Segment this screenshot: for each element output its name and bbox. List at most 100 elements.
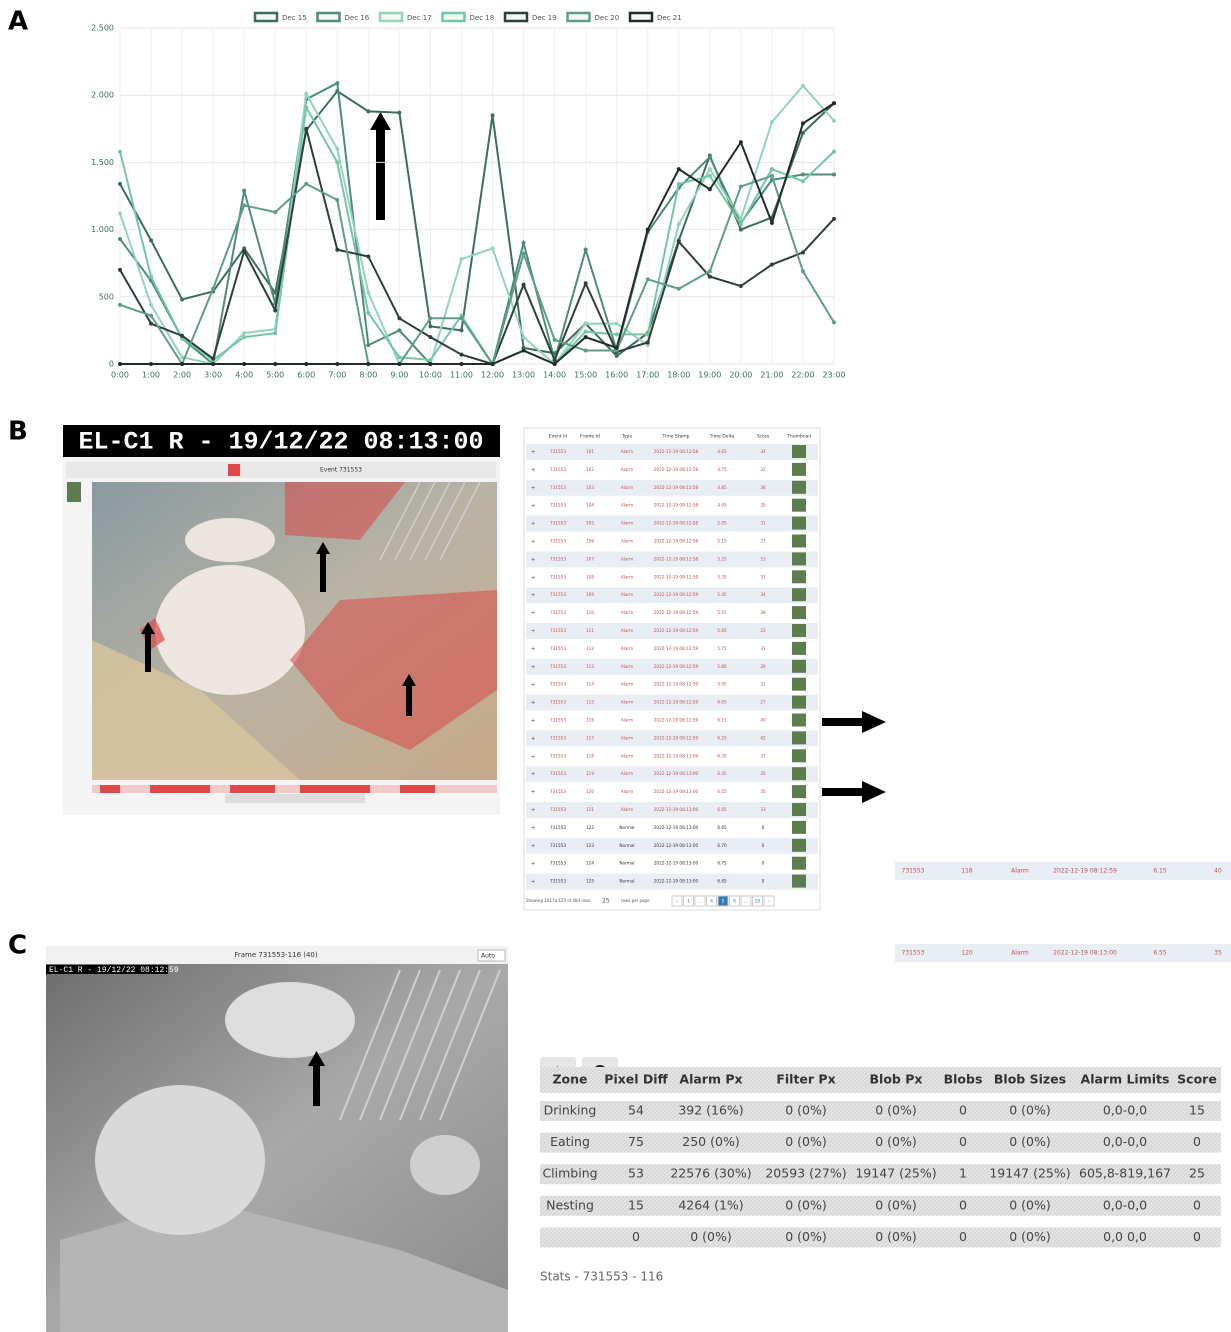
zoom-cell: Alarm xyxy=(1011,950,1029,957)
table-cell: Alarm xyxy=(621,664,633,669)
data-point xyxy=(801,131,805,135)
data-point xyxy=(180,334,184,338)
table-cell: 0 (0%) xyxy=(1009,1134,1051,1149)
table-cell: Normal xyxy=(619,843,634,848)
data-point xyxy=(428,335,432,339)
zoom-cell: 2022-12-19 08:12:59 xyxy=(1053,868,1117,875)
data-point xyxy=(491,246,495,250)
table-cell: Alarm xyxy=(621,449,633,454)
table-cell: 2022-12-19 08:13:00 xyxy=(654,807,699,812)
table-cell: Normal xyxy=(619,825,634,830)
data-point xyxy=(242,189,246,193)
player-controls[interactable] xyxy=(225,794,365,803)
table-cell: Alarm xyxy=(621,646,633,651)
expand-icon: + xyxy=(531,790,535,796)
expand-icon: + xyxy=(531,754,535,760)
expand-icon: + xyxy=(531,664,535,670)
table-cell: Alarm xyxy=(621,610,633,615)
table-cell: 32 xyxy=(760,467,766,472)
table-cell: 605,8-819,167 xyxy=(1079,1166,1171,1181)
table-cell: 2022-12-19 08:13:00 xyxy=(654,879,699,884)
video-screenshot: EL-C1 R - 19/12/22 08:13:00 Event 731553 xyxy=(63,425,500,815)
y-tick-label: 0 xyxy=(109,360,114,369)
expand-icon: + xyxy=(531,772,535,778)
table-cell: 2022-12-19 08:12:59 xyxy=(654,718,699,723)
expand-icon: + xyxy=(531,700,535,706)
data-point xyxy=(459,316,463,320)
table-cell: 731553 xyxy=(550,539,566,544)
table-cell: Alarm xyxy=(621,521,633,526)
data-point xyxy=(242,203,246,207)
y-tick-label: 1.000 xyxy=(91,225,114,234)
table-cell: 2022-12-19 08:13:00 xyxy=(654,843,699,848)
y-tick-label: 500 xyxy=(99,292,114,301)
expand-icon: + xyxy=(531,467,535,473)
data-point xyxy=(491,113,495,117)
pagination-text: rows per page xyxy=(621,898,650,903)
table-cell: 2022-12-19 08:12:59 xyxy=(654,646,699,651)
thumbnail xyxy=(792,499,806,512)
data-point xyxy=(242,331,246,335)
legend-label: Dec 16 xyxy=(345,14,370,22)
legend-label: Dec 19 xyxy=(532,14,557,22)
table-header: Alarm Limits xyxy=(1081,1072,1170,1087)
thumbnail xyxy=(792,678,806,691)
table-cell: 0 (0%) xyxy=(1009,1229,1051,1244)
scale-value: Auto xyxy=(481,953,495,960)
thumbnail xyxy=(792,552,806,565)
page-label: 4 xyxy=(710,899,713,905)
table-cell: Alarm xyxy=(621,789,633,794)
legend-label: Dec 18 xyxy=(470,14,495,22)
mouse xyxy=(95,1085,265,1235)
x-tick-label: 6:00 xyxy=(297,371,315,380)
data-point xyxy=(770,120,774,124)
data-point xyxy=(242,335,246,339)
table-cell: 2022-12-19 08:12:58 xyxy=(654,521,699,526)
table-cell: 0 xyxy=(959,1103,967,1118)
expand-icon: + xyxy=(531,825,535,831)
data-point xyxy=(522,335,526,339)
data-point xyxy=(522,349,526,353)
table-cell: 250 (0%) xyxy=(682,1134,739,1149)
data-point xyxy=(646,340,650,344)
data-point xyxy=(118,150,122,154)
table-cell: 4.75 xyxy=(717,467,727,472)
thumbnail xyxy=(792,839,806,852)
data-point xyxy=(832,320,836,324)
table-cell: 123 xyxy=(586,843,594,848)
table-cell: 2022-12-19 08:13:00 xyxy=(654,825,699,830)
table-cell: 5.25 xyxy=(717,556,727,561)
mouse xyxy=(410,1135,480,1195)
data-point xyxy=(491,362,495,366)
data-point xyxy=(149,322,153,326)
table-cell: Alarm xyxy=(621,539,633,544)
expand-icon: + xyxy=(531,593,535,599)
table-cell: 0 (0%) xyxy=(690,1229,732,1244)
table-cell: 0 (0%) xyxy=(1009,1197,1051,1212)
data-point xyxy=(739,228,743,232)
data-point xyxy=(397,355,401,359)
data-point xyxy=(584,349,588,353)
table-cell: 38 xyxy=(760,610,766,615)
data-point xyxy=(273,362,277,366)
table-cell: 102 xyxy=(586,467,594,472)
record-button[interactable] xyxy=(228,464,240,476)
table-header: Score xyxy=(757,434,770,440)
data-point xyxy=(304,182,308,186)
data-point xyxy=(180,297,184,301)
thumbnail xyxy=(792,535,806,548)
caption: Stats - 731553 - 116 xyxy=(540,1270,663,1284)
x-tick-label: 0:00 xyxy=(111,371,129,380)
table-cell: 731553 xyxy=(550,664,566,669)
table-cell: 2022-12-19 08:12:58 xyxy=(654,485,699,490)
expand-icon: + xyxy=(531,808,535,814)
data-point xyxy=(584,330,588,334)
data-point xyxy=(677,240,681,244)
table-cell: 0 (0%) xyxy=(785,1197,827,1212)
zoom-cell: 35 xyxy=(1214,950,1222,957)
expand-icon: + xyxy=(531,629,535,635)
x-tick-label: 1:00 xyxy=(142,371,160,380)
zoom-cell: 120 xyxy=(961,950,973,957)
thumbnail xyxy=(792,588,806,601)
x-tick-label: 2:00 xyxy=(173,371,191,380)
